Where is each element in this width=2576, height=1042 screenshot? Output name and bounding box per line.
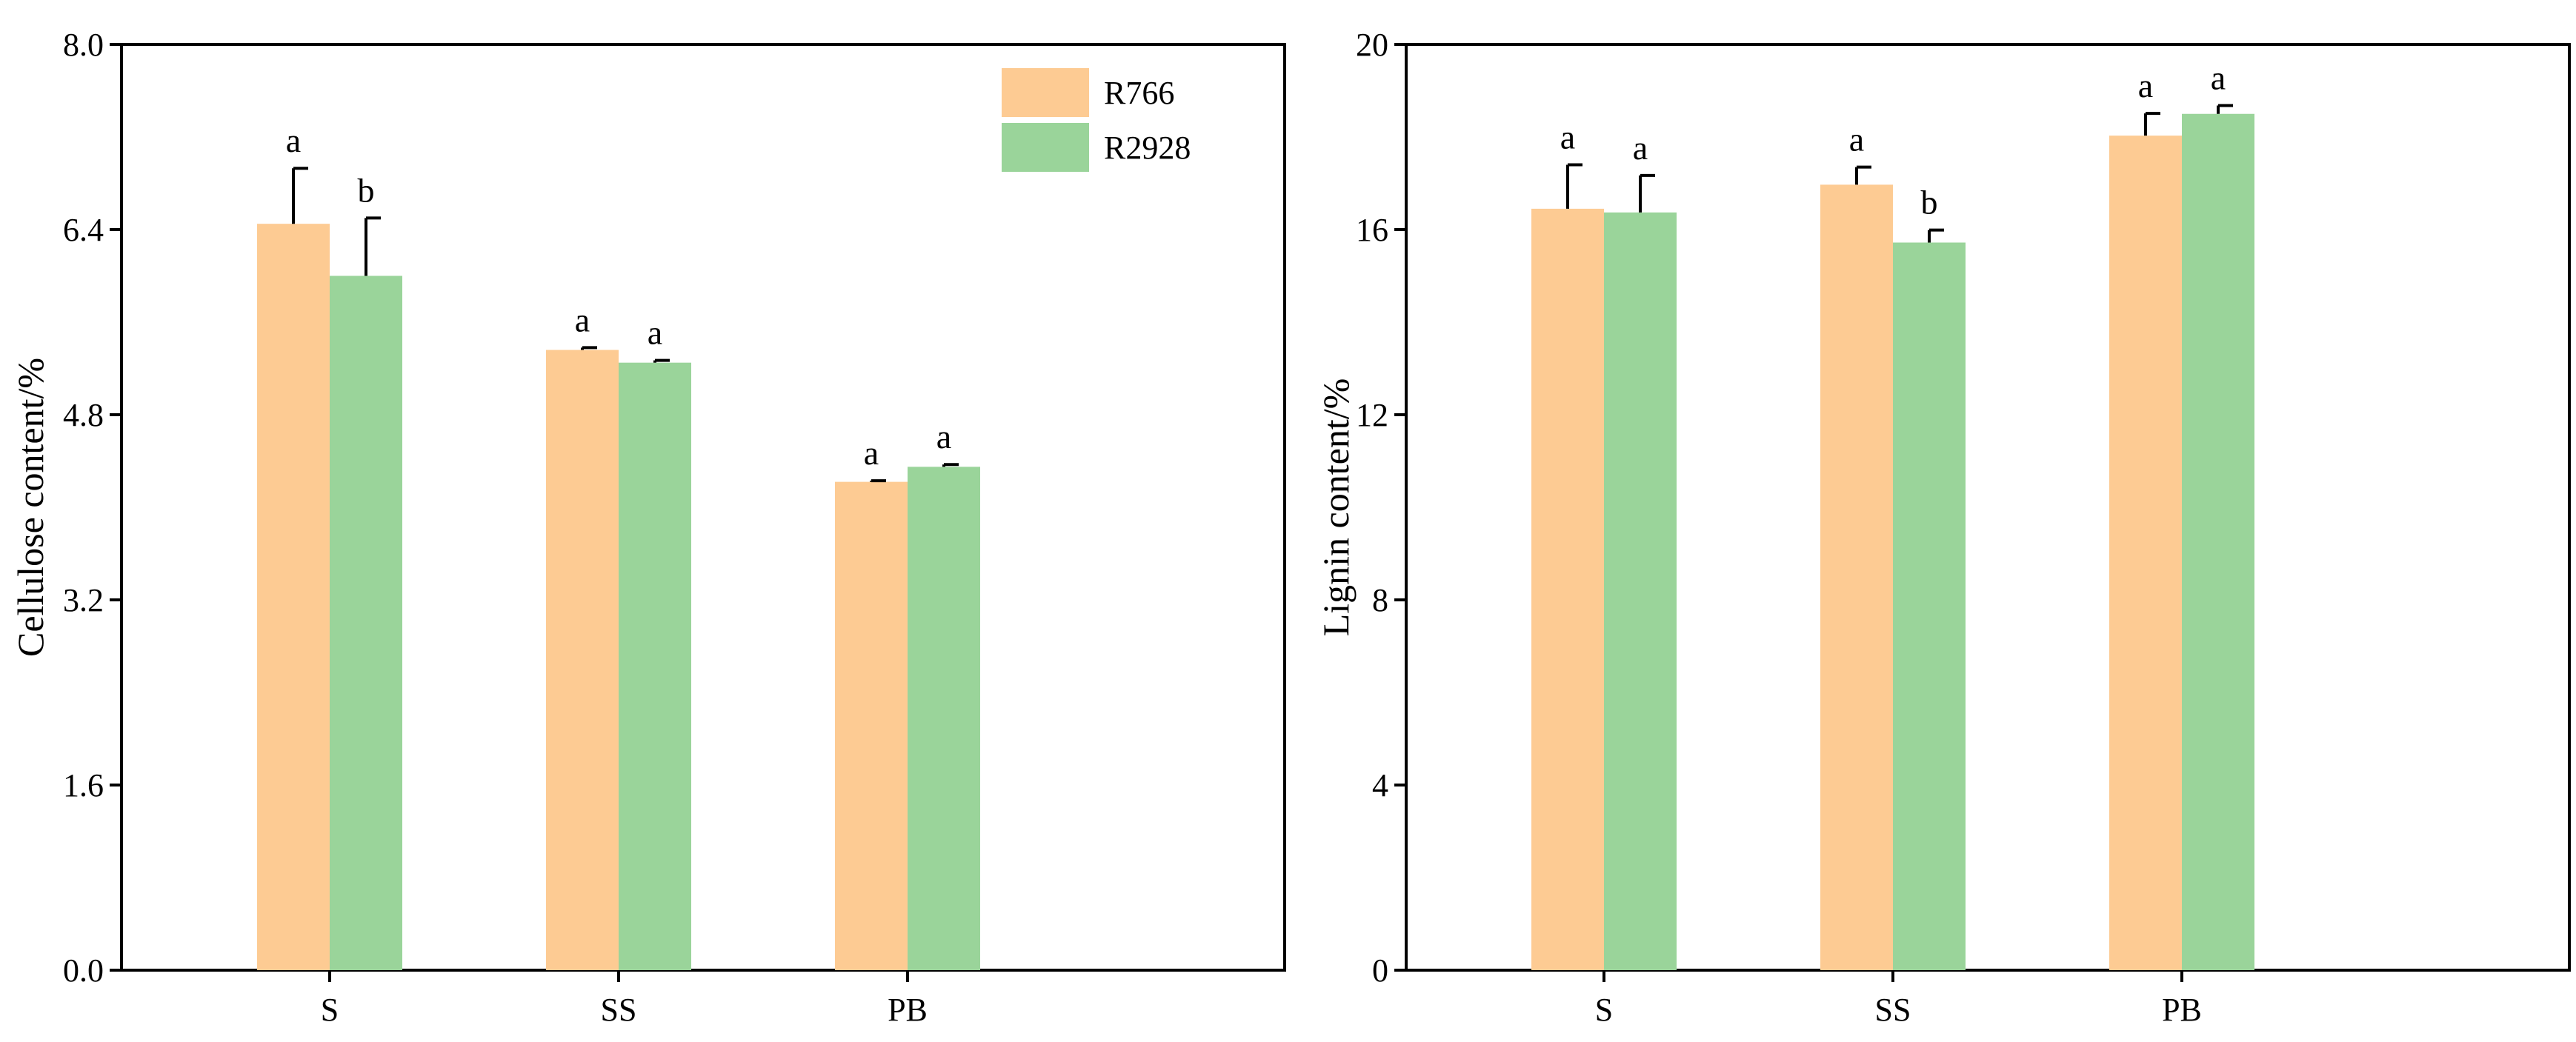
lignin-plot-frame <box>1405 43 2571 972</box>
cellulose-significance-letter: a <box>286 121 301 159</box>
cellulose-y-tick-label: 6.4 <box>63 212 104 248</box>
cellulose-y-ticks: 0.0 1.6 3.2 4.8 6.4 8.0 <box>63 27 122 989</box>
legend: R766 R2928 <box>1002 68 1191 172</box>
cellulose-significance-letter: b <box>358 171 375 209</box>
cellulose-bar-r2928-ss <box>619 362 691 970</box>
lignin-bars: a a a a b a <box>1531 59 2254 970</box>
lignin-bar-r2928-ss <box>1893 242 1966 970</box>
cellulose-y-axis-label: Cellulose content/% <box>10 358 51 657</box>
cellulose-bars: a a a b a a <box>257 121 980 970</box>
lignin-bar-r2928-pb <box>2182 113 2254 970</box>
lignin-x-tick-label: SS <box>1875 992 1911 1028</box>
lignin-significance-letter: b <box>1921 184 1938 221</box>
cellulose-y-tick-label: 3.2 <box>63 582 104 618</box>
cellulose-plot-frame <box>120 43 1286 972</box>
lignin-bar-r766-pb <box>2109 136 2182 970</box>
cellulose-bar-r2928-s <box>330 275 402 970</box>
lignin-y-tick-label: 20 <box>1356 27 1388 63</box>
cellulose-x-tick-label: SS <box>601 992 637 1028</box>
legend-label-r766: R766 <box>1104 75 1174 111</box>
lignin-y-ticks: 0 4 8 12 16 20 <box>1356 27 1406 989</box>
lignin-y-tick-label: 8 <box>1372 582 1388 618</box>
lignin-x-ticks: S SS PB <box>1595 970 2202 1028</box>
cellulose-x-tick-label: S <box>321 992 339 1028</box>
legend-label-r2928: R2928 <box>1104 130 1191 166</box>
cellulose-x-ticks: S SS PB <box>321 970 928 1028</box>
lignin-x-tick-label: PB <box>2162 992 2202 1028</box>
legend-swatch-r2928 <box>1002 123 1089 172</box>
lignin-y-axis-label: Lignin content/% <box>1315 378 1357 637</box>
lignin-significance-letter: a <box>2211 59 2226 97</box>
cellulose-bar-r2928-pb <box>908 467 980 970</box>
lignin-y-tick-label: 4 <box>1372 767 1388 804</box>
lignin-bar-r766-ss <box>1820 184 1893 970</box>
cellulose-significance-letter: a <box>864 434 879 472</box>
cellulose-y-tick-label: 1.6 <box>63 767 104 804</box>
lignin-significance-letter: a <box>1849 121 1864 158</box>
lignin-bar-r2928-s <box>1604 212 1677 970</box>
cellulose-significance-letter: a <box>936 418 951 455</box>
cellulose-y-tick-label: 0.0 <box>63 952 104 989</box>
cellulose-significance-letter: a <box>648 314 662 352</box>
lignin-y-tick-label: 16 <box>1356 212 1388 248</box>
cellulose-y-tick-label: 8.0 <box>63 27 104 63</box>
lignin-significance-letter: a <box>1633 129 1648 167</box>
lignin-significance-letter: a <box>1560 118 1575 156</box>
legend-swatch-r766 <box>1002 68 1089 117</box>
lignin-y-tick-label: 12 <box>1356 397 1388 433</box>
cellulose-bar-r766-pb <box>835 481 908 970</box>
cellulose-bar-r766-ss <box>546 350 619 970</box>
lignin-x-tick-label: S <box>1595 992 1613 1028</box>
lignin-significance-letter: a <box>2138 67 2153 104</box>
lignin-bar-r766-s <box>1531 208 1604 970</box>
lignin-y-tick-label: 0 <box>1372 952 1388 989</box>
cellulose-x-tick-label: PB <box>888 992 928 1028</box>
cellulose-y-tick-label: 4.8 <box>63 397 104 433</box>
cellulose-significance-letter: a <box>575 301 590 338</box>
cellulose-bar-r766-s <box>257 224 330 970</box>
